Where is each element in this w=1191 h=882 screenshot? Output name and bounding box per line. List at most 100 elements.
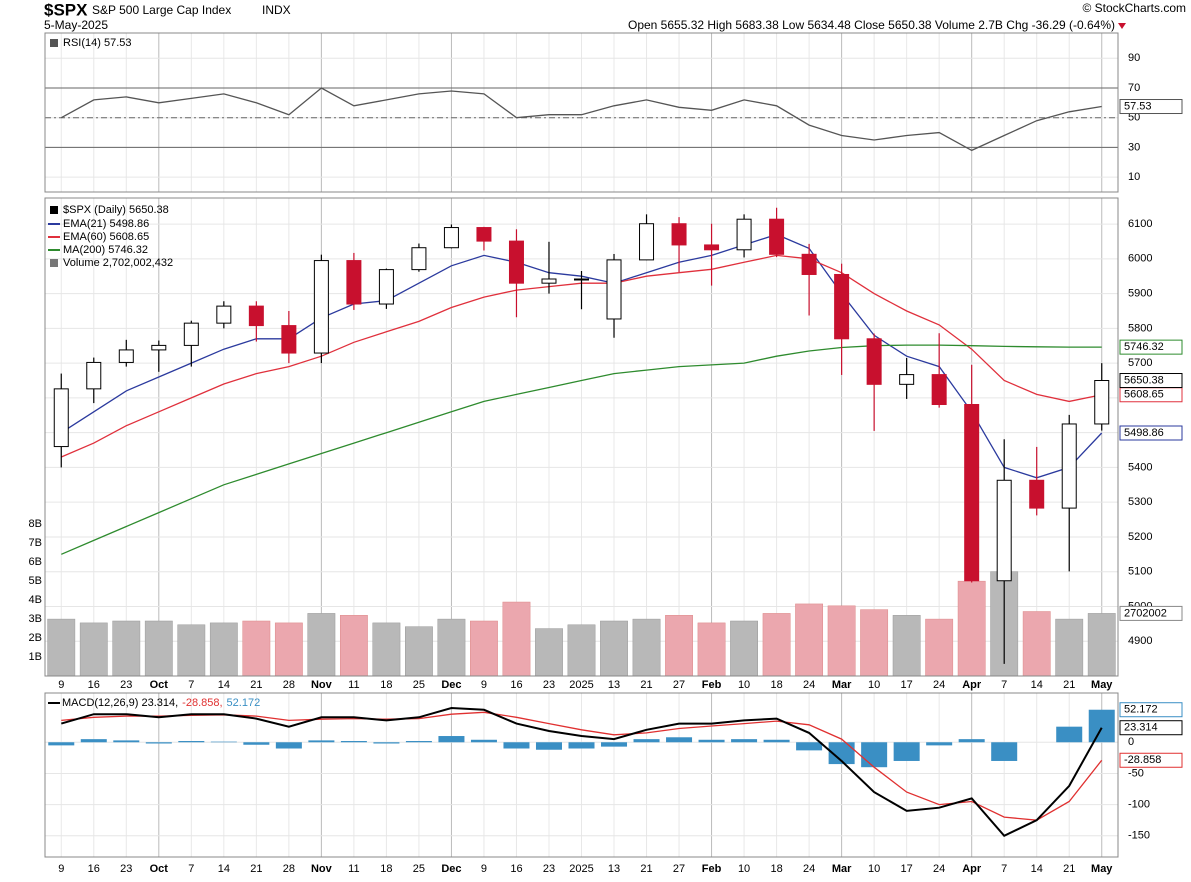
candle-body xyxy=(53,388,69,448)
histogram-bar xyxy=(340,741,367,743)
index-name: S&P 500 Large Cap Index xyxy=(92,3,231,17)
candle-body xyxy=(183,322,199,346)
legend-label: $SPX (Daily) 5650.38 xyxy=(63,204,169,216)
x-tick-label: 17 xyxy=(901,863,913,875)
legend-label: EMA(21) 5498.86 xyxy=(63,218,149,230)
candle-body xyxy=(574,278,589,281)
volume-bar xyxy=(177,624,206,677)
volume-bar xyxy=(437,618,466,677)
x-tick-label: 7 xyxy=(1001,679,1007,691)
volume-bar xyxy=(535,628,563,677)
y-tick-label: -50 xyxy=(1128,767,1144,779)
panel-frame xyxy=(44,32,1119,193)
candle-body xyxy=(1094,380,1110,425)
x-tick-label: 25 xyxy=(413,863,425,875)
x-tick-label: 10 xyxy=(868,863,880,875)
x-tick-label: 13 xyxy=(608,679,620,691)
volume-bar xyxy=(892,615,921,677)
panel-frame xyxy=(44,197,1119,677)
candle-body xyxy=(118,349,134,363)
x-tick-label: 21 xyxy=(1063,863,1075,875)
last-value-label: 52.172 xyxy=(1124,704,1158,716)
x-tick-label: 9 xyxy=(58,679,64,691)
histogram-bar xyxy=(48,742,75,746)
y-tick-label: 1B xyxy=(29,651,42,663)
candle-body xyxy=(476,227,492,242)
x-tick-label: 24 xyxy=(933,679,945,691)
source: © StockCharts.com xyxy=(1082,1,1186,15)
candle-body xyxy=(86,361,102,390)
legend-swatch xyxy=(50,39,58,47)
x-tick-label: Apr xyxy=(962,863,982,875)
date: 5-May-2025 xyxy=(44,18,108,32)
volume-bar xyxy=(144,620,173,677)
candle-body xyxy=(508,240,524,284)
symbol: $SPX xyxy=(44,0,88,19)
x-tick-label: Dec xyxy=(441,863,461,875)
x-tick-label: 16 xyxy=(88,863,100,875)
candle-body xyxy=(346,260,362,305)
volume-bar xyxy=(209,622,238,677)
y-tick-label: 5300 xyxy=(1128,496,1152,508)
histogram-bar xyxy=(796,742,823,751)
x-tick-label: 14 xyxy=(1031,863,1043,875)
exchange: INDX xyxy=(262,3,291,17)
x-tick-label: Mar xyxy=(832,679,852,691)
histogram-bar xyxy=(178,741,205,743)
histogram-bar xyxy=(405,741,432,743)
x-tick-label: 14 xyxy=(218,679,230,691)
legend-label: EMA(60) 5608.65 xyxy=(63,231,149,243)
candle-body xyxy=(964,403,980,582)
volume-bar xyxy=(567,624,596,677)
candle-body xyxy=(899,374,915,385)
histogram-bar xyxy=(1088,709,1115,743)
x-tick-label: 11 xyxy=(348,863,359,875)
histogram-bar xyxy=(470,739,497,743)
histogram-bar xyxy=(828,742,855,765)
histogram-bar xyxy=(275,742,302,749)
x-tick-label: 21 xyxy=(640,863,652,875)
y-tick-label: 2B xyxy=(29,632,42,644)
x-tick-label: Feb xyxy=(702,679,722,691)
y-tick-label: 6100 xyxy=(1128,218,1152,230)
x-tick-label: 24 xyxy=(803,679,815,691)
y-tick-label: 70 xyxy=(1128,82,1140,94)
macd-line xyxy=(61,706,1103,838)
histogram-bar xyxy=(698,739,725,743)
x-tick-label: Oct xyxy=(150,863,169,875)
quote: Open 5655.32 High 5683.38 Low 5634.48 Cl… xyxy=(628,18,1115,32)
candle-body xyxy=(151,344,167,351)
x-tick-label: 18 xyxy=(380,679,392,691)
last-value-box xyxy=(1119,425,1183,441)
histogram-bar xyxy=(601,742,628,747)
candle-body xyxy=(671,223,687,246)
y-tick-label: 5400 xyxy=(1128,461,1152,473)
x-tick-label: 21 xyxy=(250,863,262,875)
x-tick-label: 16 xyxy=(510,679,522,691)
volume-bar xyxy=(730,620,758,677)
y-tick-label: 8B xyxy=(29,518,42,530)
last-value-box xyxy=(1119,752,1183,768)
candle-body xyxy=(248,305,264,327)
histogram-bar xyxy=(731,739,758,743)
x-tick-label: 18 xyxy=(380,863,392,875)
candle-body xyxy=(1061,423,1077,509)
candle-body xyxy=(834,273,850,340)
x-tick-label: 21 xyxy=(1063,679,1075,691)
volume-bar xyxy=(1087,613,1116,677)
x-tick-label: 25 xyxy=(413,679,425,691)
overlay-line xyxy=(61,344,1102,555)
x-tick-label: 7 xyxy=(188,679,194,691)
histogram-bar xyxy=(535,742,562,750)
x-tick-label: 23 xyxy=(120,679,132,691)
last-value-label: 57.53 xyxy=(1124,100,1152,112)
candle-body xyxy=(411,247,427,271)
x-tick-label: 9 xyxy=(481,679,487,691)
last-value-label: 5608.65 xyxy=(1124,389,1164,401)
volume-bar xyxy=(502,601,531,677)
volume-bar xyxy=(274,622,303,677)
candle-body xyxy=(639,223,655,261)
legend-swatch xyxy=(50,259,58,267)
volume-bar xyxy=(242,620,271,677)
